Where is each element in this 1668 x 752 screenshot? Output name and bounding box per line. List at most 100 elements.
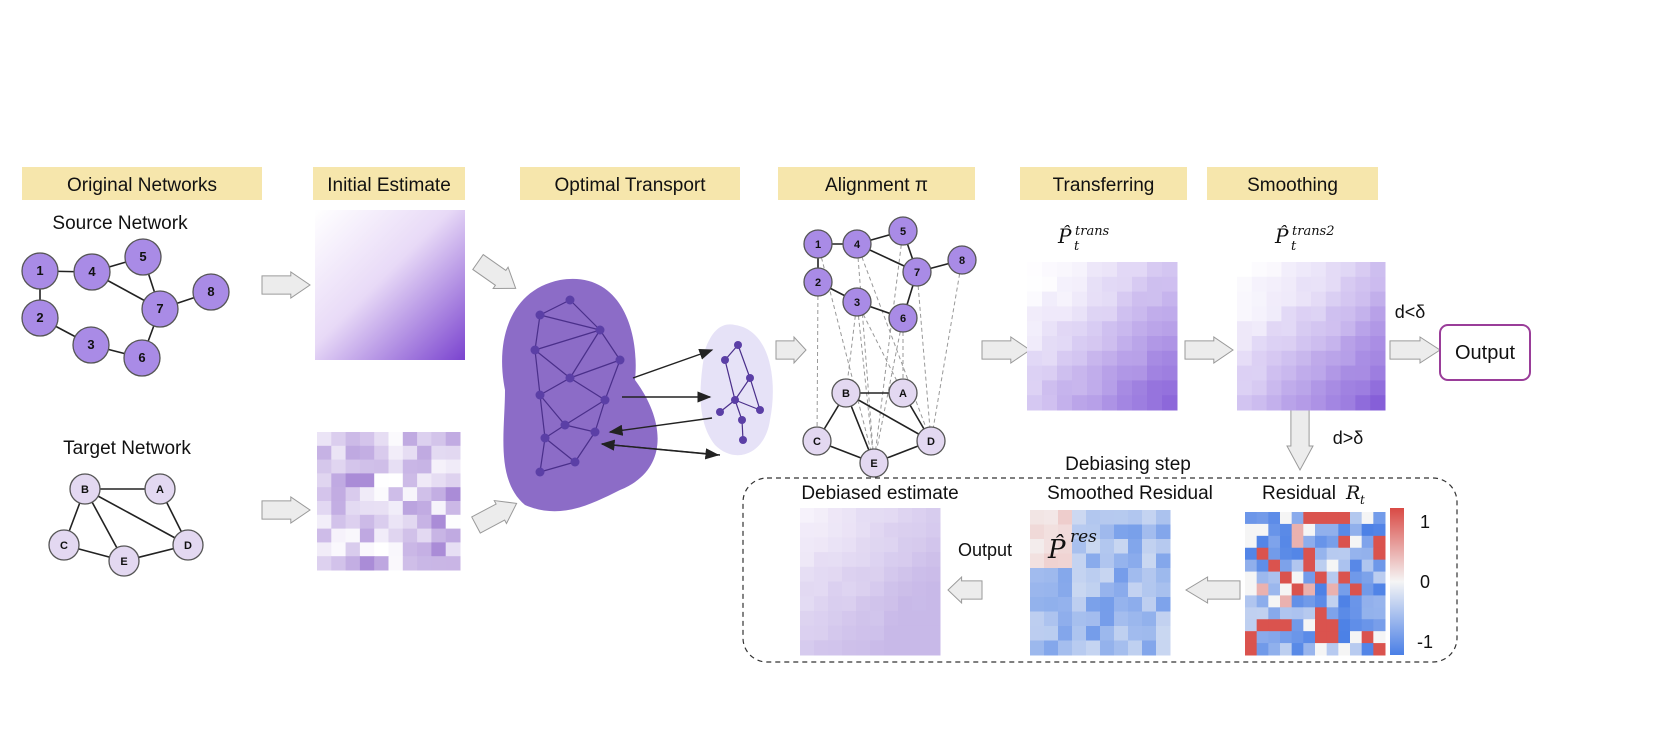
heatmap-cell (1268, 535, 1281, 549)
heatmap-cell (1303, 619, 1316, 632)
heatmap-cell (1117, 306, 1133, 322)
heatmap-cell (926, 596, 941, 612)
heatmap-cell (1355, 262, 1371, 278)
arrow-alignment-to-transfer (981, 336, 1031, 364)
heatmap-cell (445, 445, 461, 461)
heatmap-cell (1325, 336, 1342, 352)
source-node-1-label: 1 (36, 263, 43, 278)
heatmap-cell (1072, 582, 1087, 598)
heatmap-cell (1142, 626, 1157, 641)
heatmap-cell (1057, 262, 1073, 278)
heatmap-cell (417, 432, 432, 447)
heatmap-cell (898, 640, 913, 656)
heatmap-cell (345, 514, 361, 530)
output-small-label: Output (958, 540, 1012, 560)
embedding-edge (539, 394, 566, 426)
heatmap-cell (1370, 395, 1386, 411)
header-label: Alignment π (825, 175, 928, 196)
embedding-edge (564, 424, 596, 433)
embedding-edge (539, 394, 546, 439)
heatmap-cell (1044, 568, 1059, 583)
heatmap-cell (1325, 321, 1342, 337)
heatmap-cell (1245, 595, 1258, 608)
heatmap-cell (1266, 365, 1282, 381)
heatmap-cell (1303, 583, 1316, 596)
source-node-7 (141, 290, 179, 328)
heatmap-cell (445, 432, 461, 447)
alignment-link (930, 259, 963, 442)
heatmap-cell (431, 556, 447, 571)
heatmap-cell (1315, 559, 1328, 573)
heatmap-cell (331, 473, 347, 488)
heatmap-cell (1102, 365, 1118, 381)
heatmap-cell (1370, 262, 1386, 278)
target-node-B (69, 473, 101, 505)
heatmap-cell (1162, 262, 1178, 278)
heatmap-cell (1361, 512, 1374, 525)
heatmap-cell (1237, 336, 1253, 352)
heatmap-cell (1100, 524, 1115, 540)
heatmap-cell (1296, 380, 1312, 396)
heatmap-cell (1296, 276, 1312, 293)
heatmap-cell (870, 522, 885, 538)
heatmap-cell (1102, 395, 1118, 411)
aligned-source-node-3 (842, 287, 872, 317)
d-greater-delta-label: d>δ (1333, 428, 1364, 448)
heatmap-cell (1102, 321, 1118, 337)
heatmap-cell (1057, 336, 1073, 352)
heatmap-cell (1042, 321, 1058, 337)
heatmap-cell (1117, 262, 1133, 278)
heatmap-cell (1280, 631, 1293, 644)
heatmap-cell (1114, 626, 1129, 641)
heatmap-cell (1102, 380, 1118, 396)
heatmap-cell (1237, 262, 1253, 278)
heatmap-cell (1132, 365, 1148, 381)
heatmap-cell (1340, 291, 1356, 307)
heatmap-cell (814, 640, 829, 656)
heatmap-cell (1147, 306, 1163, 322)
heatmap-cell (898, 552, 913, 568)
heatmap-cell (912, 508, 927, 524)
heatmap-cell (1086, 510, 1101, 525)
source-node-1 (21, 252, 59, 290)
heatmap-cell (1042, 262, 1058, 278)
heatmap-cell (1072, 336, 1088, 352)
heatmap-cell (1315, 583, 1328, 596)
heatmap-cell (1128, 597, 1143, 612)
heatmap-cell (912, 596, 927, 612)
heatmap-cell (388, 528, 404, 543)
heatmap-cell (1338, 583, 1351, 596)
aligned-source-node-2-label: 2 (815, 277, 821, 289)
heatmap-cell (1355, 291, 1371, 307)
embedding-edge (569, 299, 601, 331)
debiasing-step-label: Debiasing step (1065, 454, 1191, 475)
heatmap-cell (1280, 643, 1293, 656)
heatmap-cell (1072, 395, 1088, 411)
residual-text: Residual (1262, 483, 1336, 504)
heatmap-cell (317, 432, 332, 447)
arrow-shape (261, 271, 311, 299)
heatmap-cell (1058, 524, 1073, 540)
embedding-edge (539, 314, 601, 331)
heatmap-cell (1114, 611, 1129, 627)
arrow-transfer-to-smooth (1184, 336, 1234, 364)
heatmap-cell (1291, 523, 1304, 537)
arrow-target-to-estimate (261, 496, 311, 524)
aligned-source-node-3-label: 3 (854, 297, 860, 309)
heatmap-cell (1057, 350, 1073, 367)
heatmap-cell (800, 508, 815, 524)
heatmap-cell (445, 487, 461, 502)
heatmap-cell (1315, 571, 1328, 584)
heatmap-cell (926, 581, 941, 597)
heatmap-cell (374, 556, 389, 571)
embedding-point (595, 325, 605, 335)
heatmap-cell (1142, 611, 1157, 627)
heatmap-cell (1237, 365, 1253, 381)
heatmap-cell (1030, 568, 1045, 583)
embedding-edge (539, 461, 576, 473)
heatmap-cell (1156, 539, 1171, 554)
heatmap-cell (1042, 306, 1058, 322)
heatmap-cell (842, 625, 857, 641)
heatmap-cell (1280, 547, 1293, 561)
